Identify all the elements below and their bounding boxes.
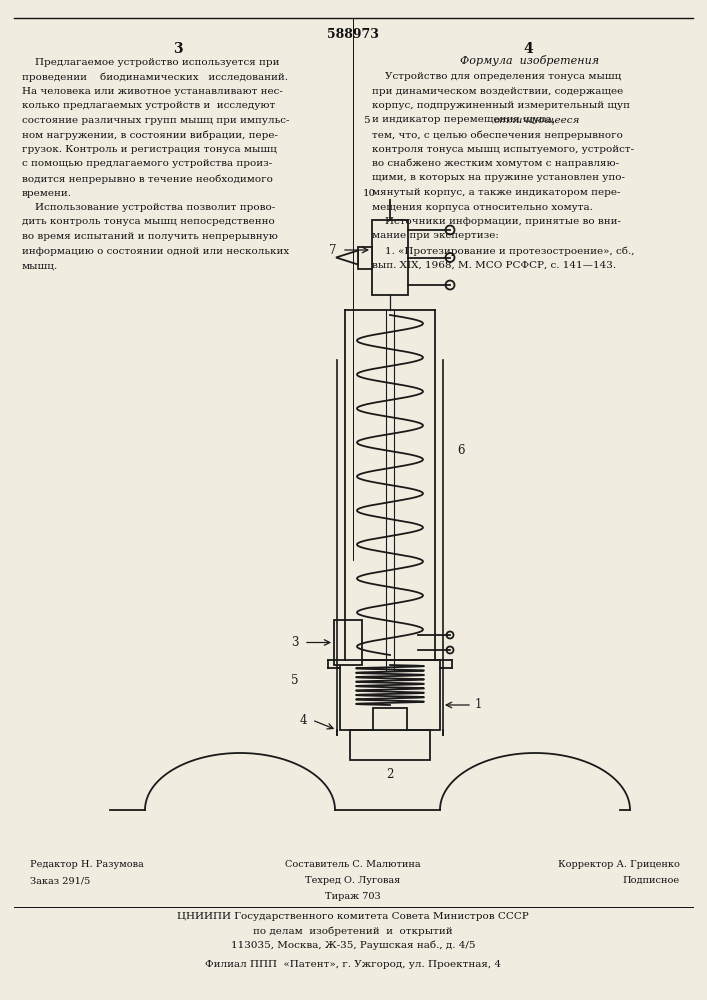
- Text: 1. «Протезирование и протезостроение», сб.,: 1. «Протезирование и протезостроение», с…: [372, 246, 634, 255]
- Text: Составитель С. Малютина: Составитель С. Малютина: [285, 860, 421, 869]
- Text: 4: 4: [300, 714, 307, 726]
- Bar: [372, 220, 408, 295]
- Text: 5: 5: [363, 116, 370, 125]
- Bar: [334, 620, 362, 665]
- Text: Формула  изобретения: Формула изобретения: [460, 55, 600, 66]
- Text: проведении    биодинамических   исследований.: проведении биодинамических исследований.: [22, 73, 288, 82]
- Text: Тираж 703: Тираж 703: [325, 892, 381, 901]
- Text: при динамическом воздействии, содержащее: при динамическом воздействии, содержащее: [372, 87, 624, 96]
- Text: тем, что, с целью обеспечения непрерывного: тем, что, с целью обеспечения непрерывно…: [372, 130, 623, 139]
- Text: На человека или животное устанавливают нес-: На человека или животное устанавливают н…: [22, 87, 283, 96]
- Text: ном нагружении, в состоянии вибрации, пере-: ном нагружении, в состоянии вибрации, пе…: [22, 130, 278, 140]
- Text: Корректор А. Гриценко: Корректор А. Гриценко: [558, 860, 680, 869]
- Text: вып. XIX, 1968, М. МСО РСФСР, с. 141—143.: вып. XIX, 1968, М. МСО РСФСР, с. 141—143…: [372, 260, 616, 269]
- Text: мышц.: мышц.: [22, 261, 58, 270]
- Text: 2: 2: [386, 768, 394, 781]
- Text: информацию о состоянии одной или нескольких: информацию о состоянии одной или несколь…: [22, 246, 289, 255]
- Text: 7: 7: [329, 243, 337, 256]
- Text: 3: 3: [291, 636, 299, 649]
- Bar: [358, 246, 372, 268]
- Bar: [373, 708, 407, 730]
- Text: Заказ 291/5: Заказ 291/5: [30, 876, 90, 885]
- Polygon shape: [336, 250, 358, 264]
- Text: корпус, подпружиненный измерительный щуп: корпус, подпружиненный измерительный щуп: [372, 101, 630, 110]
- Text: колько предлагаемых устройств и  исследуют: колько предлагаемых устройств и исследую…: [22, 102, 275, 110]
- Text: Подписное: Подписное: [623, 876, 680, 885]
- Text: 5: 5: [291, 674, 299, 686]
- Text: ЦНИИПИ Государственного комитета Совета Министров СССР: ЦНИИПИ Государственного комитета Совета …: [177, 912, 529, 921]
- Text: состояние различных групп мышц при импульс-: состояние различных групп мышц при импул…: [22, 116, 289, 125]
- Text: контроля тонуса мышц испытуемого, устройст-: контроля тонуса мышц испытуемого, устрой…: [372, 144, 634, 153]
- Text: 1: 1: [475, 698, 482, 712]
- Text: щими, в которых на пружине установлен упо-: щими, в которых на пружине установлен уп…: [372, 174, 625, 182]
- Text: мание при экспертизе:: мание при экспертизе:: [372, 232, 499, 240]
- Bar: [340, 660, 440, 730]
- Text: Редактор Н. Разумова: Редактор Н. Разумова: [30, 860, 144, 869]
- Text: во время испытаний и получить непрерывную: во время испытаний и получить непрерывну…: [22, 232, 278, 241]
- Text: дить контроль тонуса мышц непосредственно: дить контроль тонуса мышц непосредственн…: [22, 218, 275, 227]
- Text: грузок. Контроль и регистрация тонуса мышц: грузок. Контроль и регистрация тонуса мы…: [22, 145, 277, 154]
- Text: мещения корпуса относительно хомута.: мещения корпуса относительно хомута.: [372, 202, 593, 212]
- Text: 6: 6: [457, 444, 464, 456]
- Text: и индикатор перемещения щупа,: и индикатор перемещения щупа,: [372, 115, 559, 124]
- Text: Техред О. Луговая: Техред О. Луговая: [305, 876, 401, 885]
- Text: отличающееся: отличающееся: [493, 115, 580, 124]
- Text: во снабжено жестким хомутом с направляю-: во снабжено жестким хомутом с направляю-: [372, 159, 619, 168]
- Text: Использование устройства позволит прово-: Использование устройства позволит прово-: [22, 203, 275, 212]
- Text: водится непрерывно в течение необходимого: водится непрерывно в течение необходимог…: [22, 174, 273, 184]
- Text: Филиал ППП  «Патент», г. Ужгород, ул. Проектная, 4: Филиал ППП «Патент», г. Ужгород, ул. Про…: [205, 960, 501, 969]
- Text: Устройство для определения тонуса мышц: Устройство для определения тонуса мышц: [372, 72, 621, 81]
- Text: 588973: 588973: [327, 28, 379, 41]
- Text: 3: 3: [173, 42, 183, 56]
- Text: 113035, Москва, Ж-35, Раушская наб., д. 4/5: 113035, Москва, Ж-35, Раушская наб., д. …: [230, 941, 475, 950]
- Text: 10: 10: [363, 188, 376, 198]
- Text: мянутый корпус, а также индикатором пере-: мянутый корпус, а также индикатором пере…: [372, 188, 621, 197]
- Text: Источники информации, принятые во вни-: Источники информации, принятые во вни-: [372, 217, 621, 226]
- Text: Предлагаемое устройство используется при: Предлагаемое устройство используется при: [22, 58, 279, 67]
- Text: времени.: времени.: [22, 188, 72, 198]
- Text: 4: 4: [523, 42, 533, 56]
- Text: с помощью предлагаемого устройства произ-: с помощью предлагаемого устройства произ…: [22, 159, 272, 168]
- Text: по делам  изобретений  и  открытий: по делам изобретений и открытий: [253, 926, 452, 936]
- Bar: [350, 730, 430, 760]
